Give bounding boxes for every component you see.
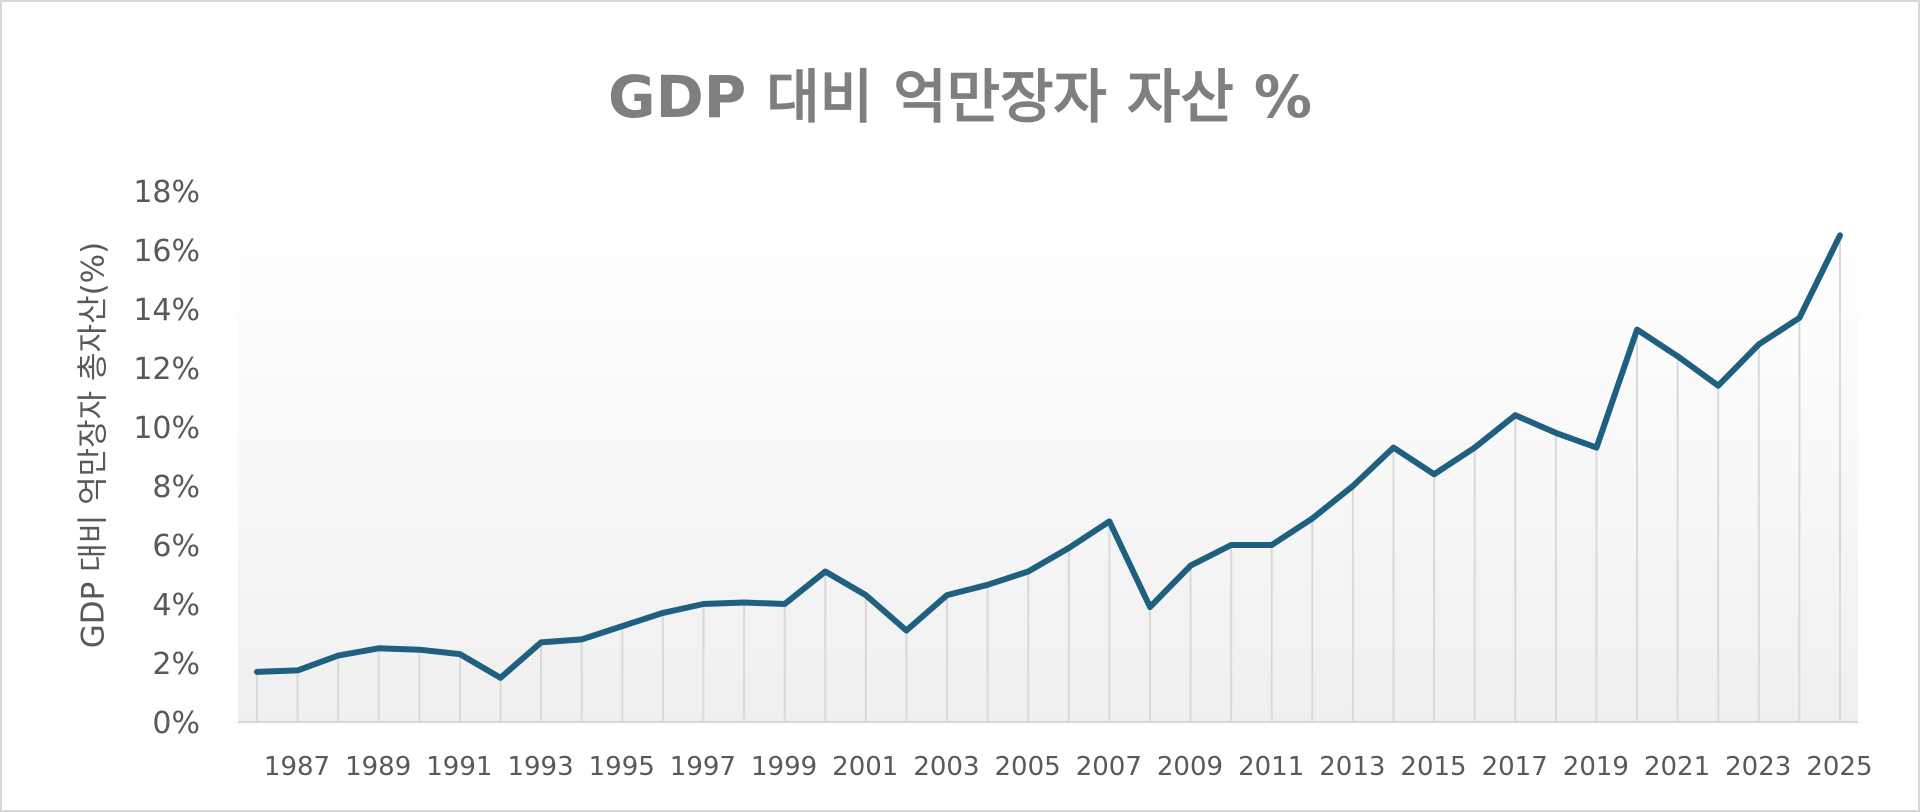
x-tick-label: 1991 (426, 752, 492, 782)
y-tick-label: 0% (152, 706, 200, 741)
x-tick-label: 2015 (1400, 752, 1466, 782)
x-tick-label: 1999 (751, 752, 817, 782)
x-tick-label: 2019 (1563, 752, 1629, 782)
x-tick-label: 1995 (589, 752, 655, 782)
y-tick-label: 16% (133, 234, 200, 269)
chart-title: GDP 대비 억만장자 자산 % (607, 63, 1313, 131)
y-tick-label: 18% (133, 175, 200, 210)
x-tick-label: 2025 (1806, 752, 1872, 782)
x-tick-label: 2011 (1238, 752, 1304, 782)
y-tick-label: 14% (133, 293, 200, 328)
x-tick-label: 1987 (264, 752, 330, 782)
x-tick-label: 2009 (1157, 752, 1223, 782)
series-line (254, 232, 1843, 681)
x-tick-label: 2003 (913, 752, 979, 782)
x-tick-label: 2001 (832, 752, 898, 782)
x-tick-label: 2013 (1319, 752, 1385, 782)
x-tick-label: 2021 (1644, 752, 1710, 782)
y-axis-ticks: 0% 2% 4% 6% 8% 10% 12% 14% 16% 18% (133, 175, 200, 741)
plot-background (238, 246, 1858, 722)
y-tick-label: 6% (152, 529, 200, 564)
x-tick-label: 2005 (995, 752, 1061, 782)
y-tick-label: 2% (152, 647, 200, 682)
x-tick-label: 1989 (345, 752, 411, 782)
x-tick-label: 2017 (1482, 752, 1548, 782)
x-tick-label: 2007 (1076, 752, 1142, 782)
x-tick-label: 1993 (507, 752, 573, 782)
y-tick-label: 12% (133, 352, 200, 387)
x-tick-label: 2023 (1725, 752, 1791, 782)
x-axis-ticks: 1987 1989 1991 1993 1995 1997 1999 2001 2003 2005… (264, 752, 1873, 782)
y-tick-label: 10% (133, 411, 200, 446)
y-tick-label: 4% (152, 588, 200, 623)
drop-lines (256, 235, 1841, 722)
x-tick-label: 1997 (670, 752, 736, 782)
y-tick-label: 8% (152, 470, 200, 505)
